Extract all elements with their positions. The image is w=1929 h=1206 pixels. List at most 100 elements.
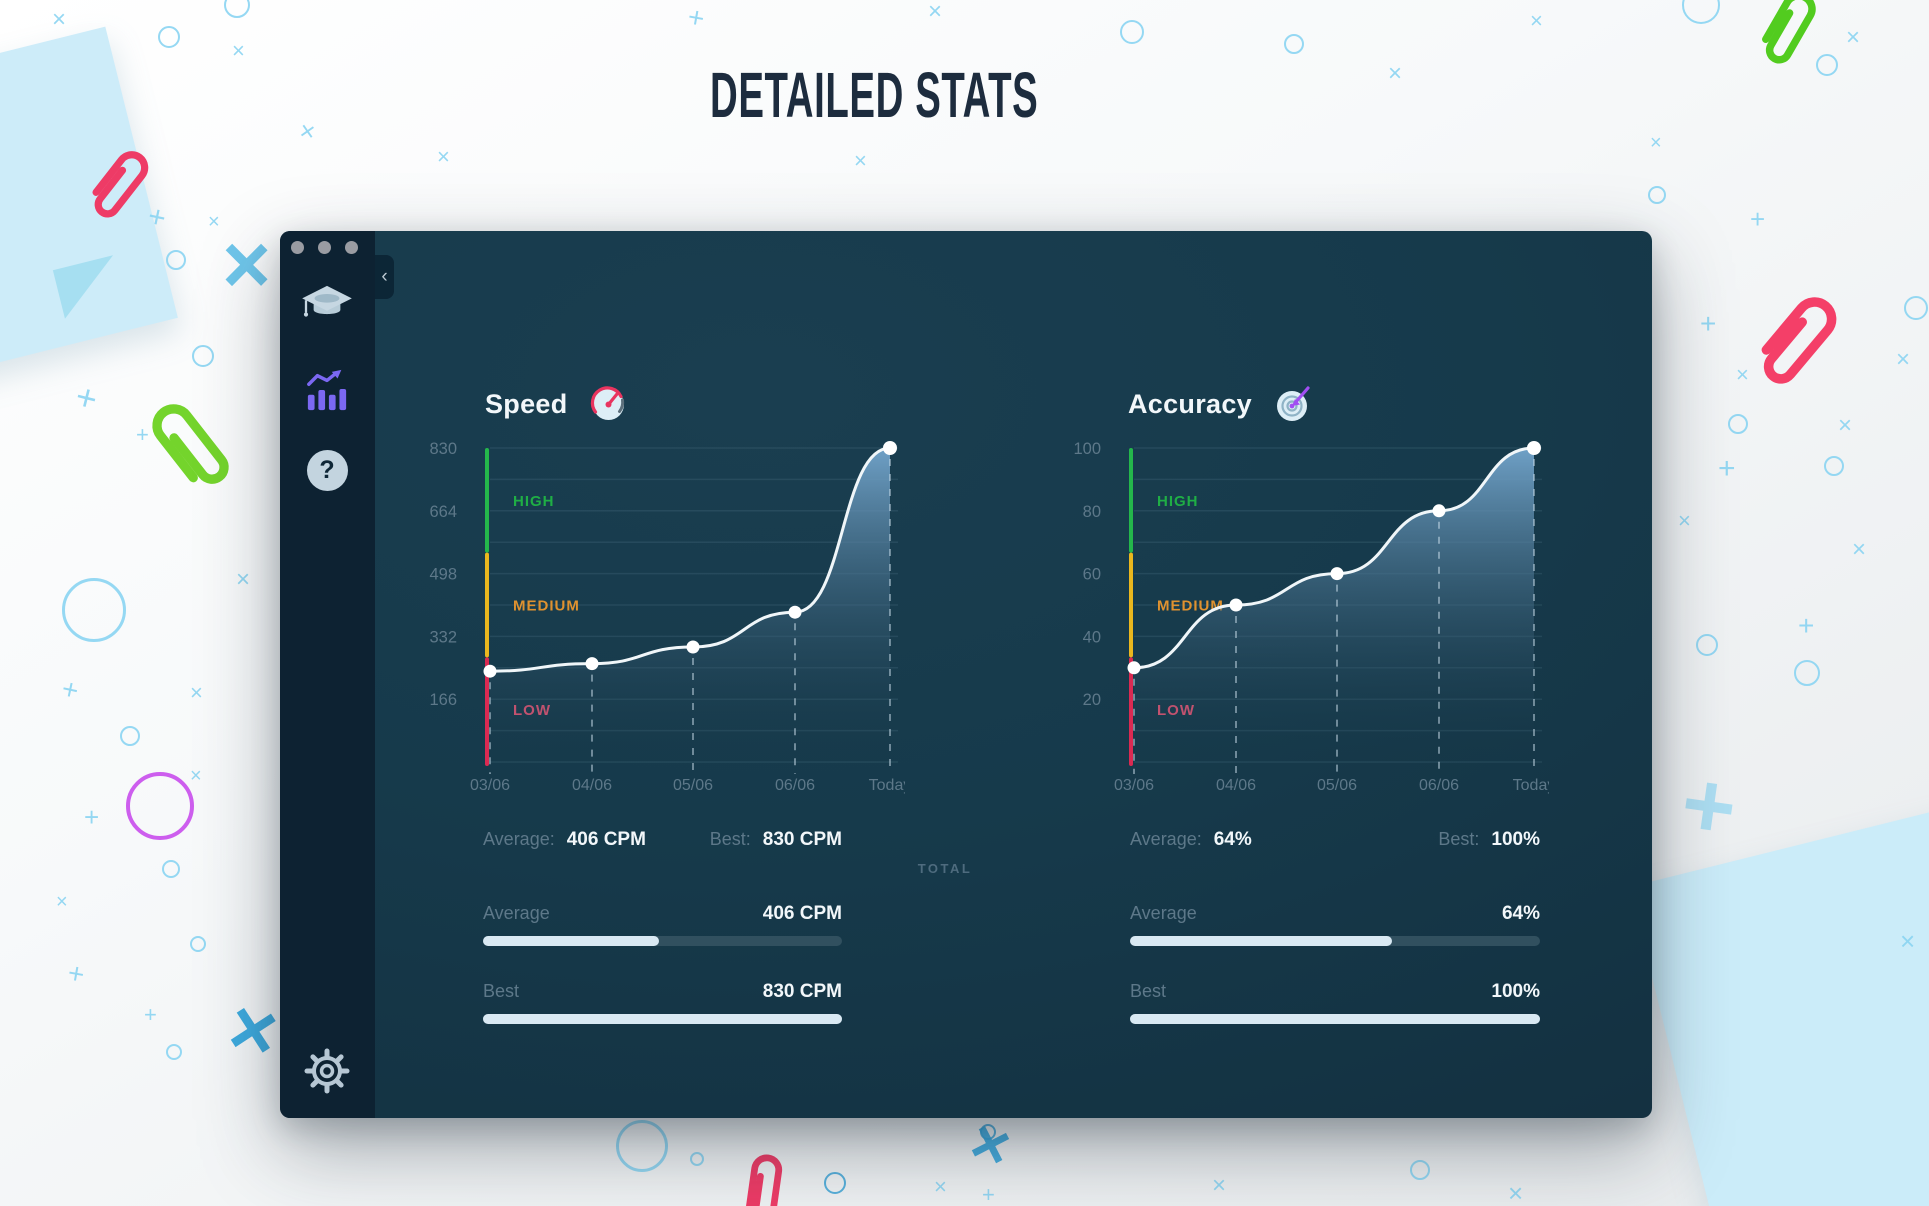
speed-best-bar-label: Best [483,981,520,1001]
area-fill [490,448,890,762]
sidebar-item-settings[interactable] [299,1043,355,1099]
plus-decoration: + [59,672,82,707]
svg-text:04/06: 04/06 [572,777,612,794]
sidebar-item-stats[interactable] [299,362,355,418]
x-mark-decoration: × [190,680,203,705]
svg-text:04/06: 04/06 [1216,777,1256,794]
speed-chart: 830664498332166HIGHMEDIUMLOW03/0604/0605… [420,430,911,802]
accuracy-progress-section: Average 64% Best 100% [1130,903,1540,1059]
accuracy-title: Accuracy [1128,389,1252,419]
speed-average-bar-label: Average [483,903,550,923]
circle-decoration [1824,456,1844,476]
circle-decoration [162,860,180,878]
plus-decoration: + [136,422,149,447]
chevron-left-icon: ‹ [381,266,388,287]
plus-decoration: + [685,0,708,35]
graduation-cap-icon [302,285,352,317]
accuracy-best-value: 100% [1491,829,1540,850]
circle-decoration [192,345,214,367]
speed-summary: Average: 406 CPM Best: 830 CPM [483,829,842,851]
data-points [1127,441,1541,675]
x-mark-decoration: × [1900,926,1916,956]
svg-text:664: 664 [429,503,457,521]
x-mark-decoration: × [1838,412,1853,439]
data-points [483,441,897,678]
circle-decoration [1284,34,1304,54]
y-axis-labels: 830 664 498 332 166 [429,440,457,709]
circle-decoration [158,26,180,48]
svg-text:100: 100 [1073,440,1101,458]
sidebar-item-help[interactable]: ? [299,442,355,498]
settings-gear-icon [304,1048,350,1094]
speed-header: Speed [485,381,632,428]
plus-decoration: + [1700,308,1717,339]
x-mark-decoration: × [222,217,272,311]
svg-text:166: 166 [429,691,457,709]
circle-decoration [224,0,250,18]
x-mark-decoration: × [208,211,220,233]
paper-square-decoration [0,26,178,374]
accuracy-chart: 10080604020HIGHMEDIUMLOW03/0604/0605/060… [1064,430,1555,802]
x-mark-decoration: × [297,114,318,148]
sidebar: ? [280,231,375,1118]
svg-text:HIGH: HIGH [513,493,555,510]
svg-text:80: 80 [1083,503,1101,521]
dashed-guides [489,459,891,774]
svg-text:MEDIUM: MEDIUM [1157,598,1224,615]
speed-best-label: Best: [709,829,751,849]
paper-square-decoration [1629,782,1929,1206]
x-mark-decoration: × [236,566,251,593]
accuracy-average-value: 64% [1213,829,1252,850]
svg-text:498: 498 [429,566,457,584]
accuracy-header: Accuracy [1128,381,1316,428]
plus-decoration: + [1798,610,1815,641]
x-mark-decoration: × [1530,8,1543,33]
x-mark-decoration: × [1508,1178,1524,1206]
speed-progress-section: Average 406 CPM Best 830 CPM [483,903,842,1059]
speed-average-progress-bar [483,936,842,946]
circle-decoration [1794,660,1820,686]
x-mark-decoration: × [232,38,245,63]
plus-decoration: + [1718,452,1736,485]
x-mark-decoration: × [1852,536,1867,563]
paper-fold-decoration [52,255,126,319]
window-controls [291,241,358,254]
axis-color-scale [485,448,489,766]
x-mark-decoration: × [190,765,202,787]
circle-decoration [126,772,194,840]
x-mark-decoration: × [1736,362,1749,387]
x-mark-decoration: × [1650,132,1662,154]
accuracy-summary: Average: 64% Best: 100% [1130,829,1540,851]
paperclip-icon [67,130,170,238]
svg-text:06/06: 06/06 [1419,777,1459,794]
svg-text:06/06: 06/06 [775,777,815,794]
x-mark-decoration: × [56,891,68,913]
minimize-button[interactable] [318,241,331,254]
plus-decoration: + [144,199,169,236]
paperclip-icon [124,377,257,515]
circle-decoration [1410,1160,1430,1180]
speed-average-value: 406 CPM [566,829,646,850]
x-axis-labels: 03/06 04/06 05/06 06/06 Today [1114,777,1555,794]
sidebar-item-learn[interactable] [299,277,355,333]
circle-decoration [1728,414,1748,434]
svg-text:60: 60 [1083,566,1101,584]
accuracy-best-bar-label: Best [1130,981,1167,1001]
svg-text:332: 332 [429,628,457,646]
speed-title: Speed [485,389,568,419]
circle-decoration [980,1124,996,1140]
x-mark-decoration: × [1678,508,1691,533]
x-mark-decoration: × [928,0,943,25]
plus-decoration: + [1750,204,1766,234]
x-mark-decoration: × [1846,24,1861,51]
target-icon [1276,386,1310,421]
dashed-guides [1133,459,1535,774]
circle-decoration [1904,296,1928,320]
zoom-button[interactable] [345,241,358,254]
circle-decoration [190,936,206,952]
close-button[interactable] [291,241,304,254]
total-label: TOTAL [917,861,973,876]
collapse-sidebar-button[interactable]: ‹ [375,255,394,299]
speed-best-value: 830 CPM [762,829,842,850]
